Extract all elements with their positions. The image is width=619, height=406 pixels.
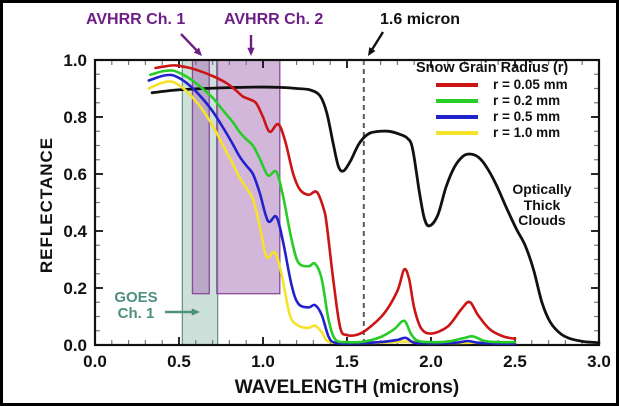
legend-item-r05: r = 0.5 mm (410, 109, 586, 124)
clouds-label-line: Thick (523, 196, 561, 213)
y-tick-label: 0.4 (63, 222, 87, 241)
avhrr-ch2-arrow-head (247, 47, 255, 56)
series-optically-thick-clouds (150, 85, 601, 345)
avhrr-ch1-band-label: AVHRR Ch. 1 (86, 11, 186, 28)
avhrr-ch1-arrow-head (193, 47, 202, 56)
series-r-0-05-mm (154, 64, 517, 340)
legend-item-r10: r = 1.0 mm (410, 125, 586, 140)
x-tick-label: 0.0 (83, 352, 107, 371)
goes-ch1-arrow-head (191, 308, 200, 316)
legend-item-r005: r = 0.05 mm (410, 77, 586, 92)
clouds-label-line: Clouds (518, 212, 566, 228)
legend-swatch-yellow (436, 130, 478, 135)
one-point-six-micron-arrow-head (368, 47, 376, 56)
y-tick-label: 1.0 (63, 51, 87, 70)
goes-ch1-band-label: GOES Ch. 1 (105, 290, 167, 322)
x-tick-label: 2.0 (419, 352, 443, 371)
avhrr-ch1-arrow (180, 33, 201, 54)
legend-label: r = 0.5 mm (493, 109, 561, 124)
x-tick-label: 1.0 (251, 352, 275, 371)
x-tick-label: 3.0 (587, 352, 611, 371)
band-avhrr-ch-2 (216, 59, 281, 295)
series-r-0-5-mm (147, 73, 517, 345)
legend-title: Snow Grain Radius (r) (416, 60, 569, 76)
legend-swatch-blue (436, 114, 478, 119)
x-axis-title: WAVELENGTH (microns) (234, 377, 460, 398)
legend-label: r = 1.0 mm (493, 125, 561, 140)
legend: Snow Grain Radius (r) r = 0.05 mm r = 0.… (410, 60, 586, 140)
goes-label-line: Ch. 1 (117, 305, 155, 322)
x-tick-label: 2.5 (503, 352, 527, 371)
optically-thick-clouds-label: Optically Thick Clouds (499, 181, 585, 229)
legend-item-r02: r = 0.2 mm (410, 93, 586, 108)
y-axis-title: REFLECTANCE (37, 136, 56, 274)
goes-label-line: GOES (114, 289, 158, 306)
legend-swatch-red (436, 82, 478, 87)
y-tick-label: 0.6 (63, 165, 87, 184)
x-tick-label: 0.5 (167, 352, 191, 371)
avhrr-ch2-band-label: AVHRR Ch. 2 (224, 11, 324, 28)
x-tick-label: 1.5 (335, 352, 359, 371)
legend-label: r = 0.2 mm (493, 93, 561, 108)
y-tick-label: 0.0 (63, 336, 87, 355)
y-tick-label: 0.8 (63, 108, 87, 127)
reflectance-chart-canvas: 0.0 0.5 1.0 1.5 2.0 2.5 3.0 0.0 0.2 0.4 0.6 0.8 1.0 (63, 31, 611, 371)
legend-swatch-green (436, 98, 478, 103)
legend-label: r = 0.05 mm (493, 77, 568, 92)
plot-frame (93, 58, 601, 347)
y-tick-label: 0.2 (63, 279, 87, 298)
series-r-0-2-mm (149, 69, 517, 344)
clouds-label-line: Optically (512, 181, 572, 197)
one-point-six-micron-label: 1.6 micron (380, 11, 461, 28)
